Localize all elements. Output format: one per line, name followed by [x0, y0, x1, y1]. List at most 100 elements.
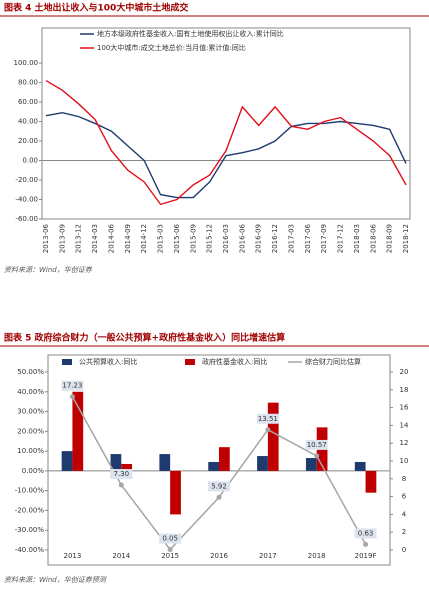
y-tick-label: 20.00 [18, 137, 38, 145]
x-tick-label: 2019F [355, 552, 377, 560]
y-tick-label: 0.00% [22, 467, 45, 475]
y2-tick-label: 6 [402, 493, 407, 501]
bar [61, 451, 73, 471]
label-box [110, 469, 133, 480]
x-tick-label: 2016-12 [271, 224, 279, 253]
y-tick-label: -10.00% [15, 487, 45, 495]
x-tick-label: 2017-09 [320, 224, 328, 253]
legend-label: 综合财力同比估算 [305, 357, 361, 366]
x-tick-label: 2013-06 [42, 223, 50, 253]
y-tick-label: 30.00% [17, 408, 44, 416]
figure-title: 图表 4 土地出让收入与100大中城市土地成交 [4, 2, 188, 14]
point [265, 427, 271, 433]
bar [267, 402, 279, 471]
point [118, 482, 124, 488]
y-tick-label: 40.00% [17, 388, 44, 396]
y-tick-label: -60.00 [15, 215, 38, 223]
bar [72, 391, 84, 471]
x-tick-label: 2017-12 [337, 224, 345, 253]
data-label: 13.51 [258, 415, 278, 423]
data-label: 17.23 [62, 382, 82, 390]
y-tick-label: 0.00 [22, 157, 38, 165]
y2-tick-label: 0 [402, 546, 406, 554]
bar [219, 447, 230, 471]
bar [257, 456, 268, 471]
data-label: 0.05 [162, 535, 178, 543]
y2-tick-label: 16 [400, 404, 409, 412]
bar [354, 461, 366, 471]
label-box [159, 533, 182, 544]
point [69, 394, 75, 400]
bar [121, 463, 133, 471]
plot-frame [47, 354, 391, 566]
data-label: 10.57 [307, 441, 327, 449]
x-tick-label: 2016-03 [222, 224, 230, 253]
data-label: 5.92 [211, 482, 227, 490]
source: 资料来源：Wind，华创证券预测 [4, 576, 107, 584]
x-tick-label: 2014-09 [124, 224, 132, 253]
x-tick-label: 2018-12 [402, 224, 410, 253]
data-label: 7.30 [113, 470, 129, 478]
x-tick-label: 2014 [112, 552, 130, 560]
data-label: 0.63 [358, 529, 374, 537]
bar [170, 470, 181, 515]
point [314, 453, 320, 459]
label-box [256, 413, 279, 424]
x-tick-label: 2017 [259, 552, 277, 560]
y-tick-label: 20.00% [17, 427, 44, 435]
legend-swatch [185, 359, 195, 365]
y-tick-label: 40.00 [18, 118, 38, 126]
y2-tick-label: 10 [400, 457, 409, 465]
legend-swatch [62, 359, 72, 365]
x-tick-label: 2017-03 [287, 224, 295, 253]
x-tick-label: 2013-09 [58, 224, 66, 253]
x-tick-label: 2015-12 [206, 224, 214, 253]
bar [159, 454, 171, 471]
x-tick-label: 2015-09 [189, 224, 197, 253]
y-tick-label: -20.00% [15, 506, 45, 514]
x-tick-label: 2016 [210, 552, 228, 560]
series-line [45, 79, 407, 206]
y2-tick-label: 8 [402, 475, 406, 483]
label-box [305, 439, 328, 450]
label-box [208, 481, 230, 492]
point [363, 541, 369, 547]
x-tick-label: 2013-12 [75, 224, 83, 253]
bar [305, 458, 317, 471]
x-tick-label: 2015-06 [173, 223, 181, 253]
y-tick-label: 60.00 [18, 98, 38, 106]
x-tick-label: 2016-06 [238, 223, 246, 253]
y2-tick-label: 2 [402, 528, 406, 536]
y-tick-label: -30.00% [15, 526, 45, 534]
y-tick-label: -20.00 [15, 176, 38, 184]
x-tick-label: 2018 [308, 552, 326, 560]
y-tick-label: 100.00 [14, 59, 39, 67]
legend-label: 公共预算收入:同比 [79, 357, 137, 366]
point [167, 547, 173, 553]
point [216, 494, 222, 500]
x-tick-label: 2014-03 [91, 224, 99, 253]
legend-label: 100大中城市:成交土地总价:当月值:累计值:同比 [97, 43, 246, 52]
x-tick-label: 2017-06 [304, 223, 312, 253]
figure-title: 图表 5 政府综合财力（一般公共预算+政府性基金收入）同比增速估算 [4, 332, 285, 344]
bar [365, 470, 377, 493]
x-tick-label: 2016-09 [255, 224, 263, 253]
bar [110, 454, 122, 471]
y2-tick-label: 12 [400, 439, 409, 447]
y-tick-label: 50.00% [17, 368, 44, 376]
x-tick-label: 2018-06 [369, 223, 377, 253]
x-tick-label: 2014-12 [140, 224, 148, 253]
y2-tick-label: 20 [400, 368, 409, 376]
x-tick-label: 2015-03 [157, 224, 165, 253]
label-box [354, 528, 377, 539]
source: 资料来源：Wind，华创证券 [4, 266, 93, 274]
legend-label: 政府性基金收入:同比 [202, 357, 267, 366]
y2-tick-label: 18 [400, 386, 409, 394]
y2-tick-label: 14 [400, 421, 409, 429]
x-tick-label: 2014-06 [107, 223, 115, 253]
x-tick-label: 2015 [161, 552, 179, 560]
plot-frame [41, 27, 411, 220]
bar [208, 461, 219, 471]
x-tick-label: 2018-09 [386, 224, 394, 253]
